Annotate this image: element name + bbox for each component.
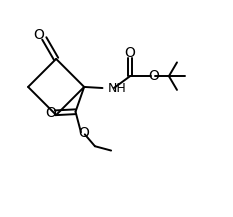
Text: O: O — [78, 126, 89, 140]
Text: O: O — [45, 106, 56, 120]
Text: NH: NH — [108, 82, 127, 95]
Text: O: O — [34, 28, 44, 41]
Text: O: O — [125, 46, 136, 60]
Text: O: O — [148, 69, 159, 83]
